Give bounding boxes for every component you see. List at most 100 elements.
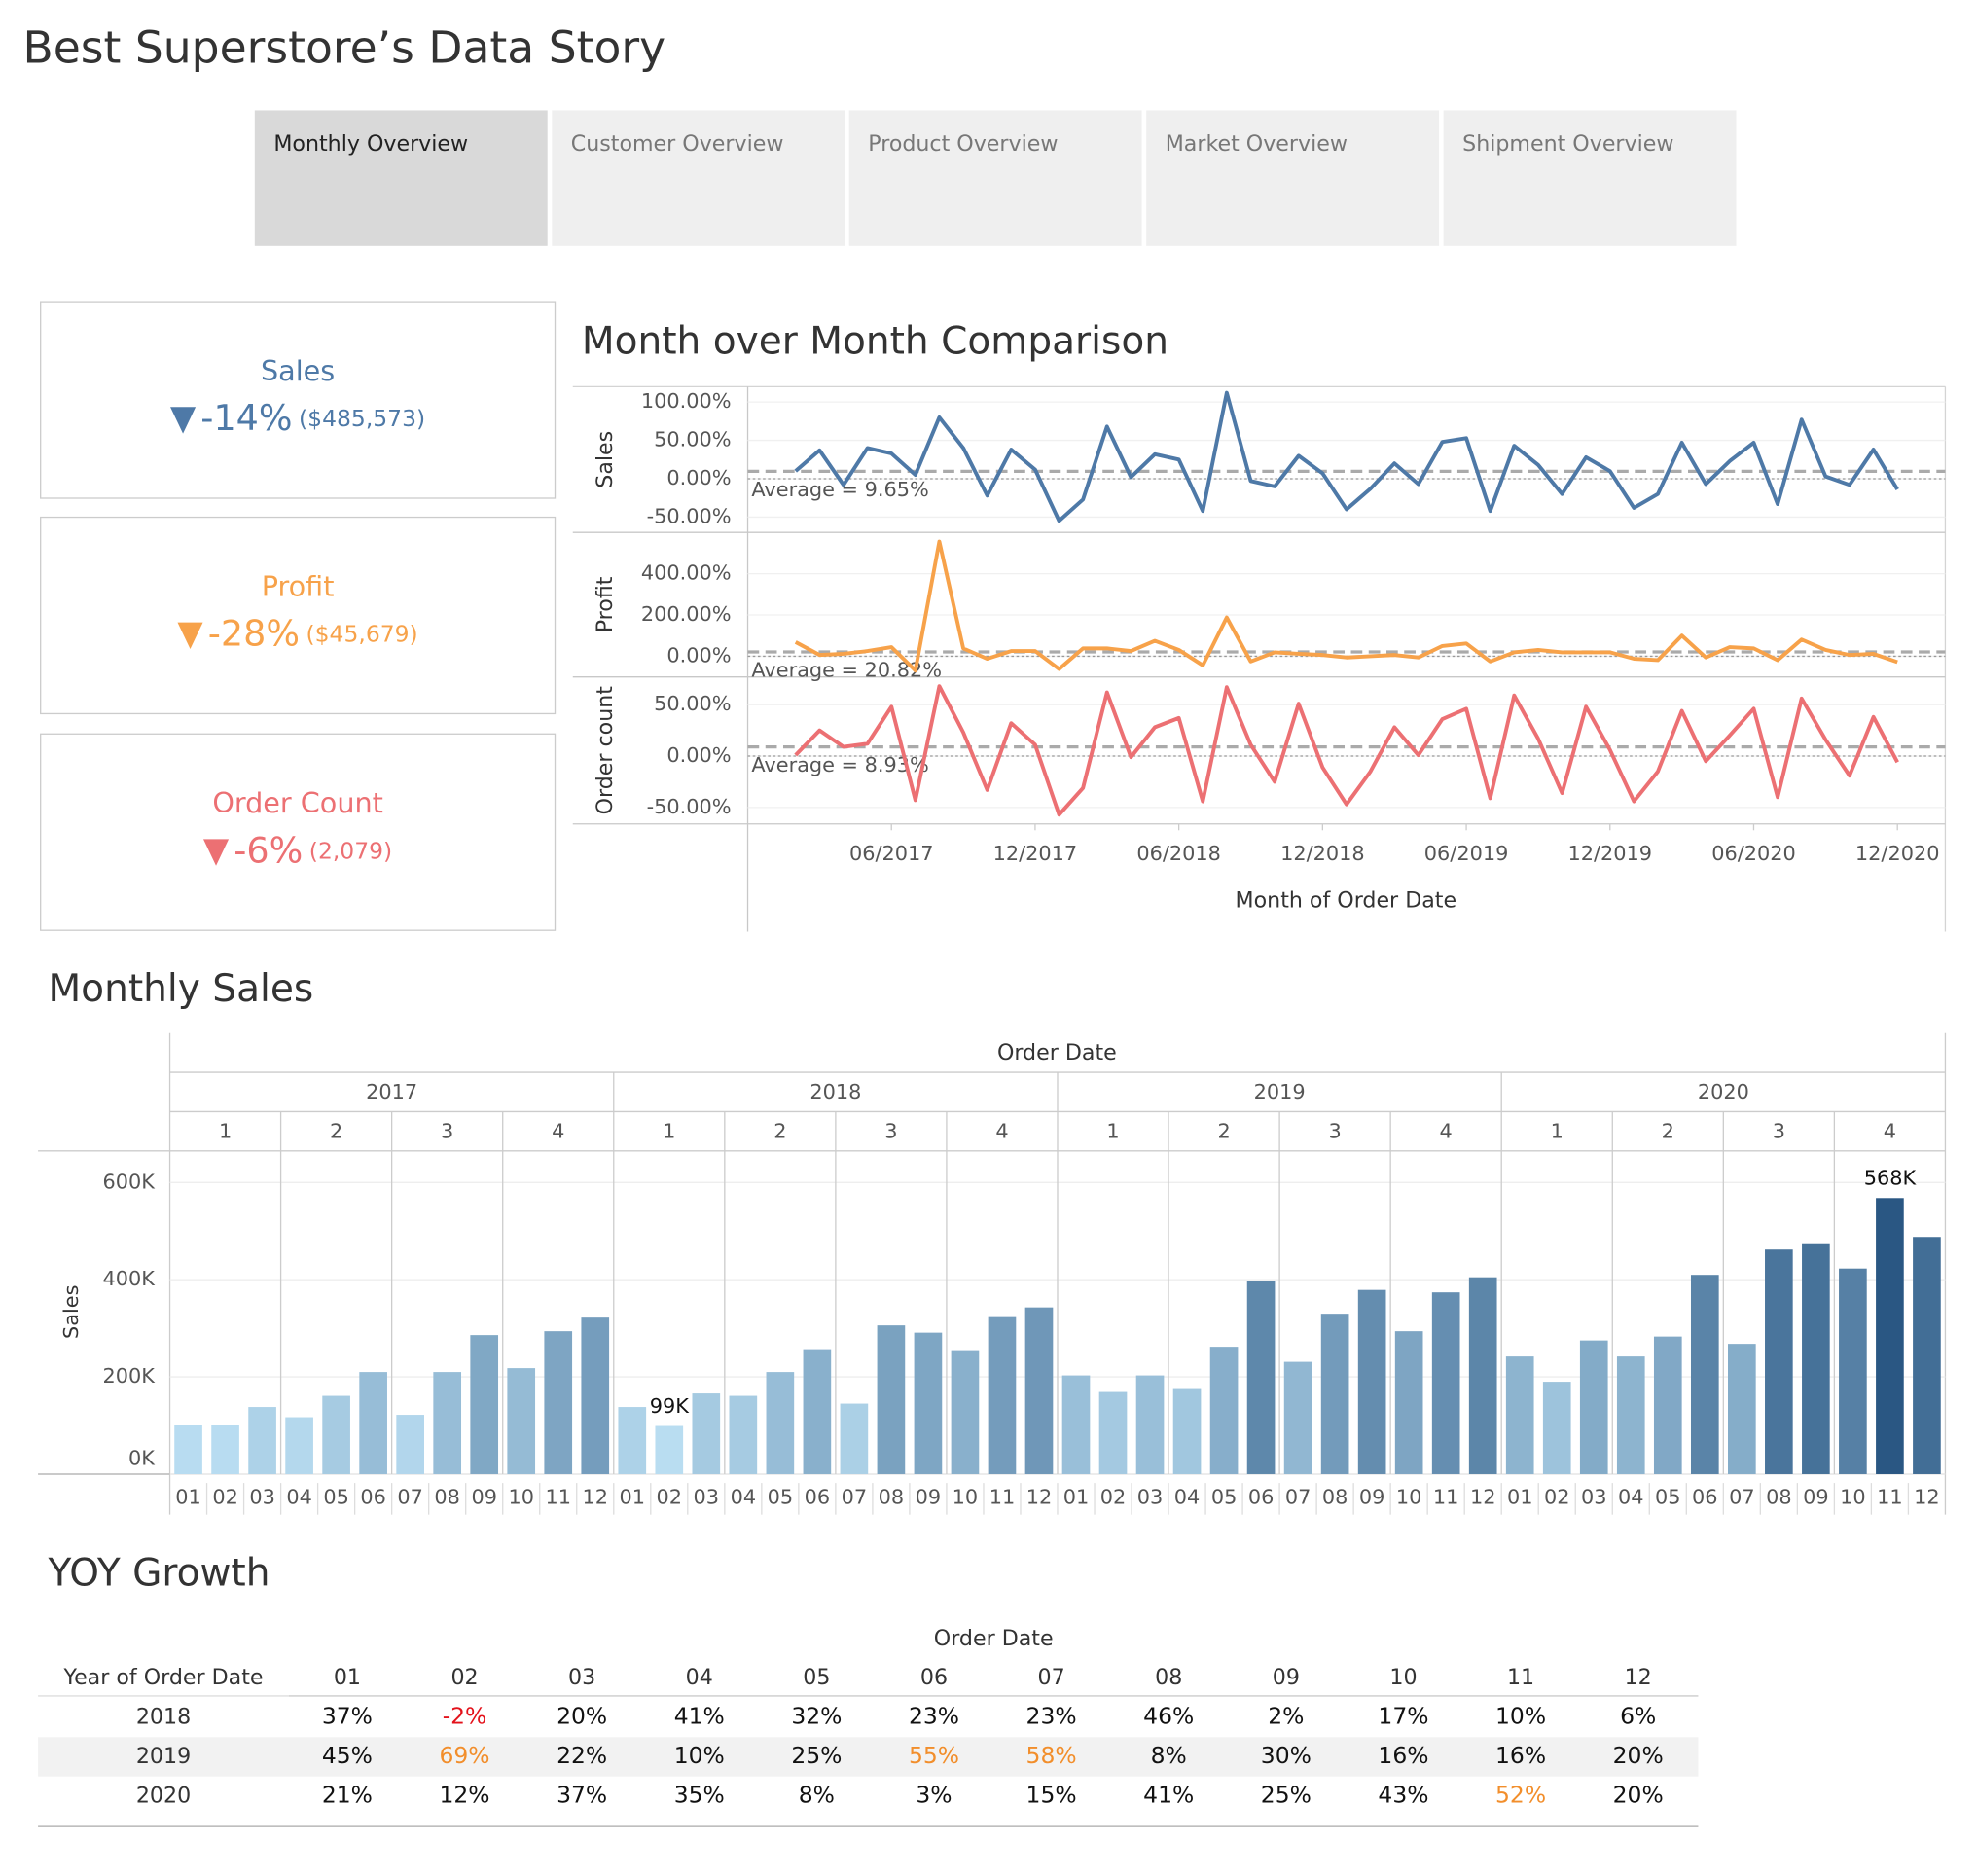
tab-label[interactable]: Product Overview	[868, 131, 1058, 157]
column-header: 11	[1507, 1665, 1534, 1690]
table-row-header: Year of Order Date	[63, 1665, 264, 1690]
quarter-label: 4	[1440, 1119, 1453, 1142]
table-cell: 20%	[1613, 1742, 1664, 1769]
bar	[1579, 1340, 1608, 1474]
x-tick-label: 12	[582, 1486, 608, 1509]
x-tick-label: 06	[360, 1486, 386, 1509]
table-cell: 37%	[322, 1703, 373, 1730]
y-tick-label: 100.00%	[641, 389, 732, 413]
y-tick-label: 0.00%	[666, 466, 731, 489]
bar	[1172, 1388, 1202, 1474]
x-tick-label: 02	[657, 1486, 683, 1509]
x-tick-label: 09	[916, 1486, 942, 1509]
x-tick-label: 04	[1618, 1486, 1644, 1509]
x-tick-label: 05	[1655, 1486, 1681, 1509]
bar	[840, 1403, 869, 1474]
table-cell: 32%	[791, 1703, 842, 1730]
y-tick-label: 50.00%	[654, 692, 731, 715]
bar	[322, 1395, 350, 1474]
table-cell: -2%	[443, 1703, 487, 1730]
x-tick-label: 06	[1692, 1486, 1718, 1509]
x-tick-label: 10	[1396, 1486, 1422, 1509]
table-cell: 25%	[791, 1742, 842, 1769]
bar	[1913, 1237, 1941, 1474]
bar	[1505, 1356, 1534, 1474]
tab-label[interactable]: Shipment Overview	[1462, 131, 1673, 157]
tab[interactable]	[1443, 110, 1737, 246]
bar-chart-title: Monthly Sales	[48, 967, 313, 1011]
bar	[433, 1372, 462, 1474]
tab-label[interactable]: Market Overview	[1166, 131, 1348, 157]
row-band	[38, 1737, 1699, 1777]
bar	[655, 1425, 684, 1474]
table-column-group: Order Date	[934, 1626, 1054, 1651]
kpi-value: -6% (2,079)	[234, 829, 392, 871]
table-cell: 17%	[1378, 1703, 1428, 1730]
bar	[174, 1425, 202, 1474]
tab-label[interactable]: Customer Overview	[571, 131, 784, 157]
tab[interactable]	[552, 110, 845, 246]
bar	[1765, 1249, 1793, 1474]
kpi-value: -28% ($45,679)	[208, 612, 418, 654]
x-tick-label: 02	[1544, 1486, 1570, 1509]
table-cell: 10%	[674, 1742, 725, 1769]
x-tick-label: 03	[1581, 1486, 1607, 1509]
x-tick-label: 06/2020	[1711, 842, 1796, 865]
y-tick-label: 200K	[102, 1364, 156, 1388]
table-cell: 15%	[1026, 1781, 1077, 1808]
x-tick-label: 12	[1470, 1486, 1496, 1509]
y-tick-label: 400K	[102, 1267, 156, 1290]
bar	[507, 1368, 536, 1474]
table-cell: 43%	[1378, 1781, 1428, 1808]
kpi-label: Profit	[262, 569, 335, 602]
x-tick-label: 09	[471, 1486, 497, 1509]
line-series	[794, 684, 1899, 817]
reference-label: Average = 20.82%	[751, 659, 942, 682]
bar	[1246, 1281, 1276, 1474]
quarter-label: 2	[1217, 1119, 1230, 1142]
x-tick-label: 04	[731, 1486, 757, 1509]
y-tick-label: 50.00%	[654, 428, 731, 451]
year-label: 2017	[366, 1080, 417, 1103]
y-tick-label: 0K	[128, 1446, 156, 1469]
tab-label[interactable]: Monthly Overview	[273, 131, 468, 157]
y-tick-label: -50.00%	[647, 504, 732, 527]
bar	[951, 1350, 980, 1474]
value-label: 568K	[1864, 1167, 1918, 1190]
bar	[1876, 1198, 1904, 1474]
x-tick-label: 01	[1507, 1486, 1533, 1509]
kpi-change: -6%	[234, 829, 303, 871]
bar	[914, 1332, 943, 1474]
kpi-card	[40, 733, 557, 931]
bar	[1542, 1382, 1571, 1474]
bar	[359, 1372, 387, 1474]
line-chart-title: Month over Month Comparison	[582, 320, 1168, 364]
bar	[1098, 1391, 1128, 1474]
x-axis-title: Month of Order Date	[1236, 888, 1457, 914]
kpi-label: Order Count	[212, 786, 383, 819]
x-tick-label: 12/2020	[1855, 842, 1940, 865]
x-tick-label: 07	[397, 1486, 423, 1509]
x-tick-label: 11	[1433, 1486, 1459, 1509]
x-tick-label: 05	[323, 1486, 349, 1509]
year-label: 2018	[809, 1080, 861, 1103]
x-tick-label: 05	[1211, 1486, 1238, 1509]
row-year: 2019	[136, 1744, 191, 1769]
column-header: 12	[1625, 1665, 1652, 1690]
tab[interactable]	[848, 110, 1142, 246]
y-tick-label: 0.00%	[666, 743, 731, 767]
x-tick-label: 08	[1322, 1486, 1348, 1509]
quarter-label: 2	[773, 1119, 786, 1142]
table-cell: 35%	[674, 1781, 725, 1808]
reference-label: Average = 8.93%	[751, 753, 928, 776]
table-cell: 10%	[1495, 1703, 1546, 1730]
tab[interactable]	[1146, 110, 1440, 246]
bar	[1024, 1307, 1054, 1474]
quarter-label: 3	[441, 1119, 453, 1142]
x-tick-label: 09	[1803, 1486, 1829, 1509]
quarter-label: 3	[884, 1119, 897, 1142]
x-tick-label: 02	[212, 1486, 238, 1509]
tab[interactable]	[254, 110, 548, 246]
table-cell: 20%	[1613, 1781, 1664, 1808]
